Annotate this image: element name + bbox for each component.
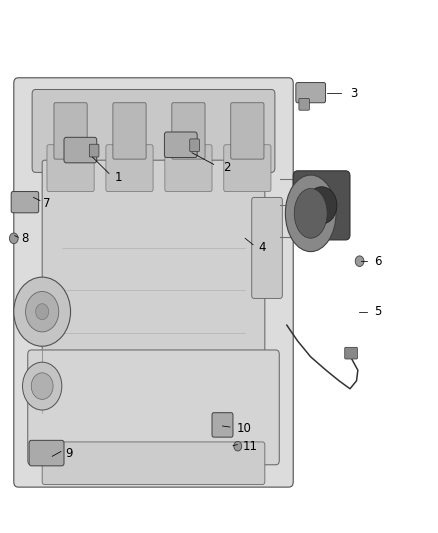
FancyBboxPatch shape <box>47 145 94 191</box>
FancyBboxPatch shape <box>32 90 275 172</box>
FancyBboxPatch shape <box>42 442 265 484</box>
FancyBboxPatch shape <box>28 350 279 465</box>
Text: 11: 11 <box>243 440 258 453</box>
FancyBboxPatch shape <box>172 103 205 159</box>
Text: 7: 7 <box>43 197 51 211</box>
FancyBboxPatch shape <box>231 103 264 159</box>
Text: 10: 10 <box>237 422 251 435</box>
Circle shape <box>31 373 53 399</box>
Ellipse shape <box>294 189 327 238</box>
FancyBboxPatch shape <box>14 78 293 487</box>
FancyBboxPatch shape <box>165 145 212 191</box>
Circle shape <box>10 233 18 244</box>
FancyBboxPatch shape <box>296 83 325 103</box>
FancyBboxPatch shape <box>212 413 233 437</box>
Circle shape <box>355 256 364 266</box>
Text: 4: 4 <box>258 241 266 254</box>
Ellipse shape <box>286 175 336 252</box>
FancyBboxPatch shape <box>164 132 197 158</box>
FancyBboxPatch shape <box>299 99 309 110</box>
FancyBboxPatch shape <box>113 103 146 159</box>
FancyBboxPatch shape <box>106 145 153 191</box>
FancyBboxPatch shape <box>64 138 97 163</box>
FancyBboxPatch shape <box>29 440 64 466</box>
FancyBboxPatch shape <box>224 145 271 191</box>
Text: 9: 9 <box>65 447 73 460</box>
Circle shape <box>306 187 337 224</box>
Text: 2: 2 <box>223 161 231 174</box>
FancyBboxPatch shape <box>54 103 87 159</box>
FancyBboxPatch shape <box>42 160 265 368</box>
Text: 6: 6 <box>374 255 381 268</box>
Text: 8: 8 <box>21 232 29 245</box>
Text: 1: 1 <box>114 171 122 184</box>
Circle shape <box>234 441 242 451</box>
Circle shape <box>35 304 49 320</box>
FancyBboxPatch shape <box>89 144 99 157</box>
FancyBboxPatch shape <box>345 348 357 359</box>
FancyBboxPatch shape <box>252 197 283 298</box>
Text: 3: 3 <box>350 87 357 100</box>
Text: 5: 5 <box>374 305 381 318</box>
Circle shape <box>14 277 71 346</box>
Circle shape <box>25 292 59 332</box>
FancyBboxPatch shape <box>11 191 39 213</box>
Circle shape <box>22 362 62 410</box>
FancyBboxPatch shape <box>190 139 199 152</box>
FancyBboxPatch shape <box>293 171 350 240</box>
